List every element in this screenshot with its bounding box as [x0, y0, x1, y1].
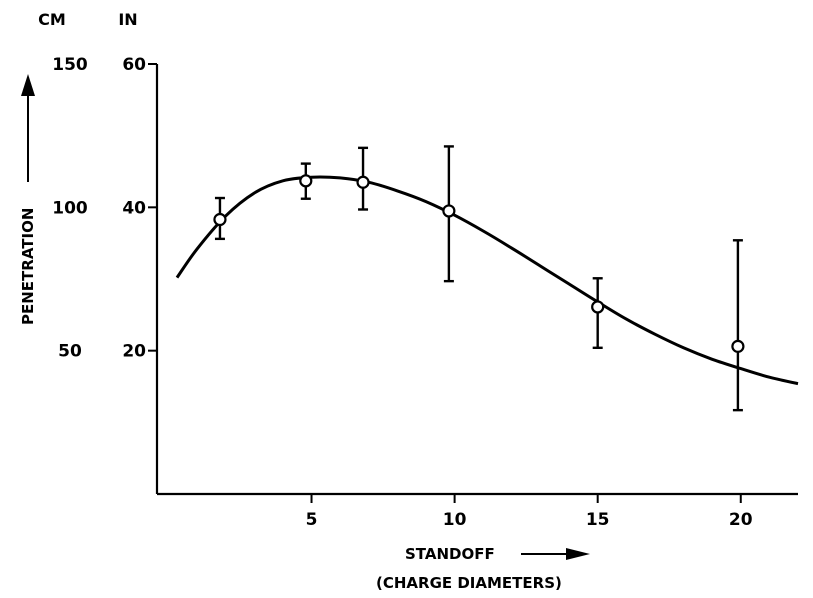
- y-tick-label-in: 20: [122, 342, 146, 362]
- data-point: [591, 277, 605, 349]
- fitted-curve-layer: [175, 175, 799, 386]
- y-tick-label-cm: 50: [58, 342, 82, 362]
- data-point: [442, 145, 456, 283]
- x-tick-label: 5: [306, 510, 318, 530]
- data-points-layer: [213, 145, 745, 412]
- y-axis-arrow: [21, 74, 35, 182]
- data-marker: [213, 212, 227, 227]
- data-marker: [591, 300, 605, 314]
- y-tick-label-cm: 150: [52, 55, 88, 75]
- x-tick-label: 10: [443, 510, 467, 530]
- y-tick-label-in: 40: [122, 198, 146, 218]
- data-marker: [731, 339, 745, 353]
- y-unit-left: CM: [38, 10, 66, 29]
- y-unit-right: IN: [118, 10, 137, 29]
- data-marker: [299, 174, 313, 188]
- x-axis-arrow: [521, 548, 590, 560]
- data-point: [356, 146, 370, 211]
- fitted-curve: [175, 175, 799, 386]
- data-point: [213, 196, 227, 241]
- y-tick-label-in: 60: [122, 55, 146, 75]
- y-axis-title: PENETRATION: [19, 208, 37, 325]
- x-axis-title: STANDOFF: [405, 545, 495, 563]
- x-tick-label: 15: [586, 510, 610, 530]
- axis-ticks: 5 10 15 20 20 50 40 100 60 150: [52, 55, 753, 530]
- data-point: [299, 162, 313, 200]
- x-tick-label: 20: [729, 510, 753, 530]
- data-marker: [442, 204, 456, 218]
- data-marker: [356, 175, 370, 189]
- x-axis-subtitle: (CHARGE DIAMETERS): [376, 574, 562, 592]
- y-tick-label-cm: 100: [52, 198, 88, 218]
- data-point: [731, 239, 745, 412]
